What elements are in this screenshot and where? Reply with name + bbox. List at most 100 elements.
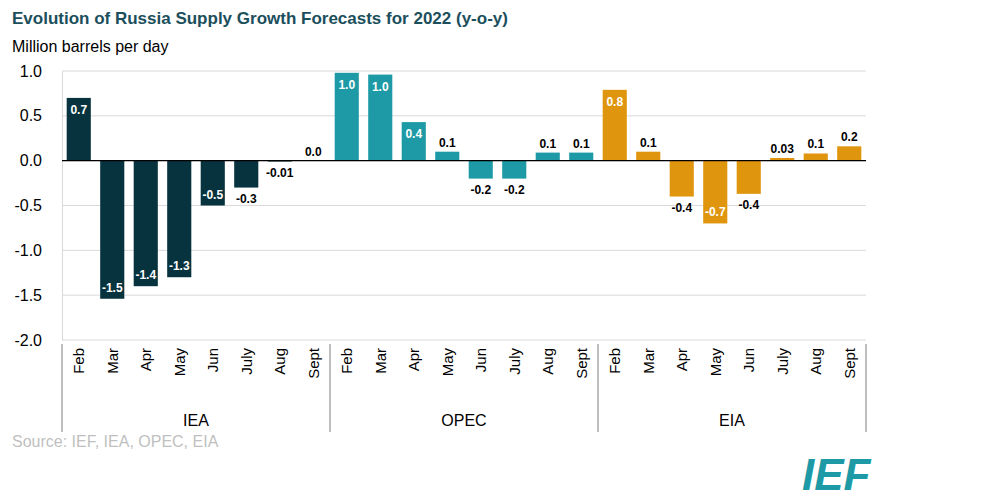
x-tick: May	[439, 340, 456, 376]
bar	[134, 161, 158, 287]
bar	[402, 122, 426, 161]
x-tick-label: May	[707, 348, 724, 377]
x-tick-label: Apr	[673, 348, 690, 371]
group-separator	[866, 344, 867, 432]
bar	[167, 161, 191, 278]
x-tick: July	[506, 340, 523, 375]
data-label: -0.4	[671, 201, 692, 215]
bar	[837, 146, 861, 160]
x-tick: Aug	[807, 340, 824, 375]
data-label: 1.0	[372, 80, 389, 94]
x-tick-label: July	[506, 348, 523, 375]
x-tick-label: Mar	[372, 348, 389, 374]
x-tick-label: Jun	[204, 348, 221, 372]
x-axis: FebMarAprMayJunJulyAugSept	[70, 340, 322, 379]
title: Evolution of Russia Supply Growth Foreca…	[12, 9, 508, 28]
x-tick: Feb	[606, 340, 623, 374]
data-label: 0.1	[439, 136, 456, 150]
grid	[62, 71, 866, 340]
x-tick-label: Feb	[338, 348, 355, 374]
x-tick: Jun	[740, 340, 757, 372]
bar	[201, 161, 225, 206]
bar	[670, 161, 694, 197]
data-label: -0.2	[470, 183, 491, 197]
grid-line	[62, 71, 866, 72]
x-tick: Jun	[472, 340, 489, 372]
x-tick: Aug	[539, 340, 556, 375]
x-tick-label: Sept	[573, 347, 590, 379]
data-label: 1.0	[338, 78, 355, 92]
x-tick: Sept	[573, 340, 590, 379]
x-tick: Sept	[841, 340, 858, 379]
x-tick: Feb	[70, 340, 87, 374]
y-tick-label: -2.0	[14, 332, 42, 349]
bar	[67, 98, 91, 161]
data-label: -1.4	[135, 268, 156, 282]
y-tick: -2.0	[14, 332, 62, 349]
x-tick-label: Feb	[606, 348, 623, 374]
x-tick-label: Feb	[70, 348, 87, 374]
x-tick-label: Jun	[740, 348, 757, 372]
bar	[636, 152, 660, 161]
x-tick-label: May	[171, 348, 188, 377]
y-tick-label: -1.0	[14, 242, 42, 259]
x-tick-label: Jun	[472, 348, 489, 372]
data-label: 0.2	[841, 130, 858, 144]
x-tick-label: Sept	[305, 347, 322, 379]
x-tick: Apr	[405, 340, 422, 371]
data-label: 0.1	[807, 137, 824, 151]
data-label: -0.7	[705, 205, 726, 219]
x-tick-label: Sept	[841, 347, 858, 379]
x-tick: Mar	[640, 340, 657, 374]
group-label: IEA	[183, 412, 209, 429]
x-tick: May	[171, 340, 188, 376]
bar	[603, 90, 627, 161]
data-label: 0.0	[305, 145, 322, 159]
data-label: -0.3	[236, 192, 257, 206]
data-label: 0.1	[539, 137, 556, 151]
y-tick-label: 0.0	[20, 152, 42, 169]
y-tick: -1.5	[14, 287, 62, 304]
y-tick: 0.5	[20, 107, 62, 124]
x-tick: Jun	[204, 340, 221, 372]
bar	[234, 161, 258, 188]
data-label: 0.8	[606, 95, 623, 109]
x-tick: Apr	[137, 340, 154, 371]
group-label: EIA	[719, 412, 745, 429]
grid-line	[62, 115, 866, 116]
x-tick-label: Apr	[137, 348, 154, 371]
series	[335, 73, 594, 179]
x-tick-label: July	[774, 348, 791, 375]
bar	[335, 73, 359, 161]
x-tick-label: Mar	[640, 348, 657, 374]
y-axis: 1.00.50.0-0.5-1.0-1.5-2.0	[14, 63, 62, 349]
y-tick-label: -1.5	[14, 287, 42, 304]
source: Source: IEF, IEA, OPEC, EIA	[12, 433, 219, 450]
grid-line	[62, 295, 866, 296]
bar	[737, 161, 761, 194]
data-label: -1.5	[102, 281, 123, 295]
x-tick-label: Aug	[807, 348, 824, 375]
x-tick: Mar	[104, 340, 121, 374]
y-tick: -1.0	[14, 242, 62, 259]
data-label: -0.4	[738, 198, 759, 212]
logo: IEF	[802, 450, 872, 497]
x-axis: Feb Mar Apr May Jun July Aug Sept	[606, 340, 858, 379]
x-tick-label: Apr	[405, 348, 422, 371]
data-label: 0.1	[573, 137, 590, 151]
data-label: 0.7	[70, 103, 87, 117]
bar	[100, 161, 124, 299]
bars	[67, 73, 862, 299]
bar	[368, 75, 392, 161]
x-tick-label: Mar	[104, 348, 121, 374]
bar	[435, 152, 459, 161]
series	[67, 98, 292, 299]
data-label: -0.01	[266, 166, 294, 180]
x-tick: Apr	[673, 340, 690, 371]
x-tick: May	[707, 340, 724, 376]
subtitle: Million barrels per day	[12, 38, 169, 55]
series	[603, 90, 862, 224]
data-label: -0.2	[504, 183, 525, 197]
y-axis-line	[62, 72, 63, 341]
bar	[703, 161, 727, 224]
